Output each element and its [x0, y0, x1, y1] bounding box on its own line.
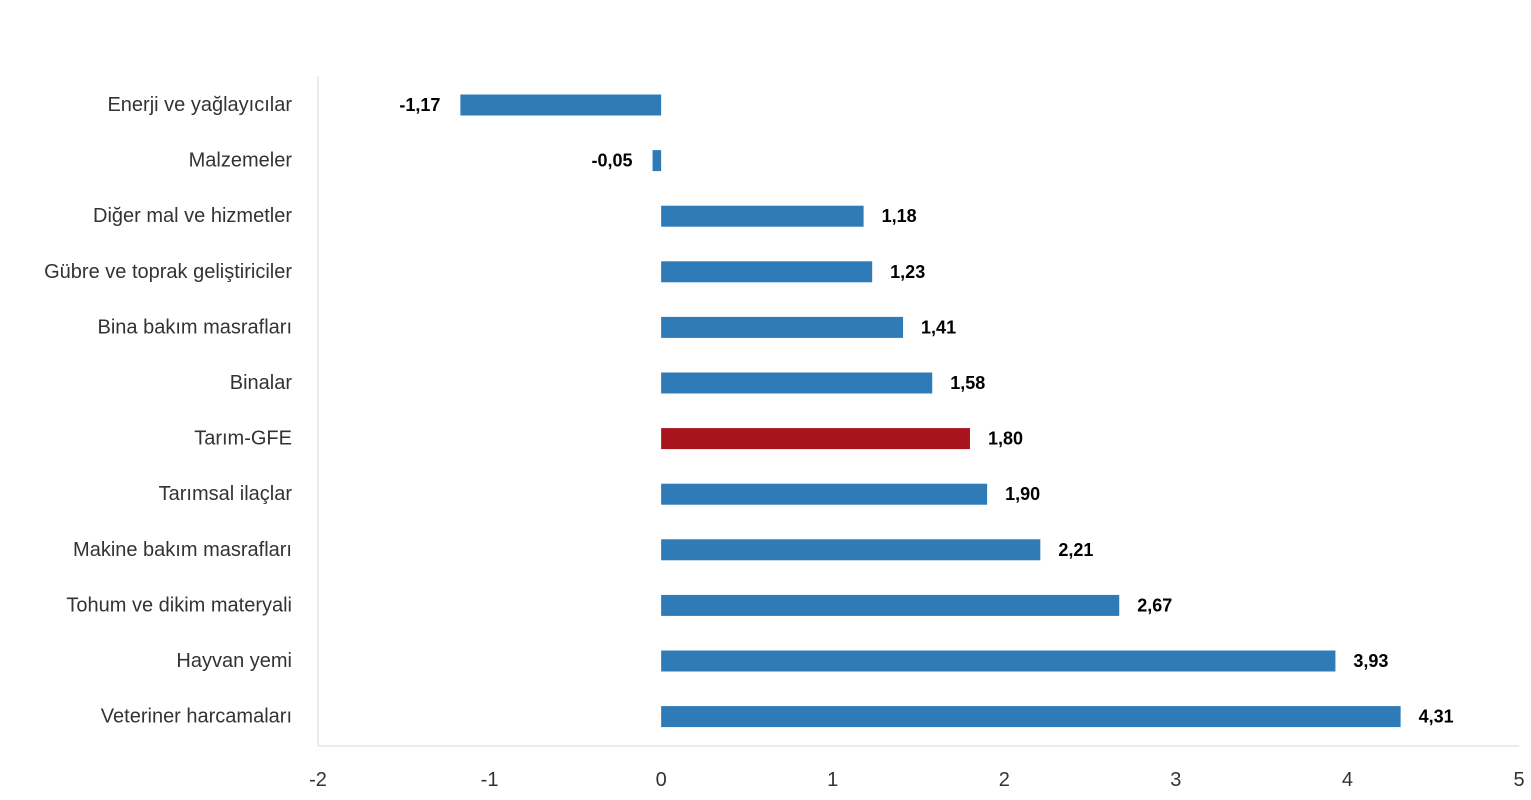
value-label: 1,18	[882, 206, 917, 226]
value-label: 1,23	[890, 262, 925, 282]
bar	[661, 205, 864, 227]
value-label: 1,80	[988, 429, 1023, 449]
value-label: 1,90	[1005, 484, 1040, 504]
value-label: 2,67	[1137, 595, 1172, 615]
value-label: -0,05	[592, 151, 633, 171]
value-labels: -1,17 -0,05 1,18 1,23 1,41 1,58 1,80 1,90 2,21 2,…	[399, 95, 1453, 727]
bar	[661, 594, 1120, 616]
bar	[661, 372, 933, 394]
x-tick-label: 5	[1513, 769, 1524, 791]
category-label: Enerji ve yağlayıcılar	[107, 94, 292, 116]
value-label: 2,21	[1058, 540, 1093, 560]
value-label: 3,93	[1353, 651, 1388, 671]
x-tick-labels: -2 -1 0 1 2 3 4 5	[309, 769, 1524, 791]
axes	[317, 76, 1519, 747]
value-label: 1,58	[950, 373, 985, 393]
category-label: Diğer mal ve hizmetler	[93, 205, 292, 227]
category-label: Malzemeler	[189, 150, 293, 172]
x-tick-label: 0	[656, 769, 667, 791]
category-label: Tarım-GFE	[194, 428, 292, 450]
x-tick-label: 4	[1342, 769, 1353, 791]
x-tick-label: 1	[827, 769, 838, 791]
category-label: Veteriner harcamaları	[101, 706, 292, 728]
bar	[652, 150, 662, 172]
category-label: Binalar	[230, 372, 293, 394]
bar	[661, 650, 1336, 672]
x-tick-label: -2	[309, 769, 327, 791]
bar	[661, 428, 970, 450]
bar	[460, 94, 662, 116]
category-label: Hayvan yemi	[176, 650, 292, 672]
bar	[661, 483, 988, 505]
value-label: -1,17	[399, 95, 440, 115]
bars	[460, 94, 1401, 728]
category-label: Gübre ve toprak geliştiriciler	[44, 261, 292, 283]
category-labels: Enerji ve yağlayıcılar Malzemeler Diğer ma…	[44, 94, 292, 728]
category-label: Bina bakım masrafları	[97, 316, 292, 338]
x-tick-label: 3	[1170, 769, 1181, 791]
bar	[661, 261, 873, 283]
bar	[661, 539, 1041, 561]
value-label: 4,31	[1419, 707, 1454, 727]
x-tick-label: -1	[481, 769, 499, 791]
category-label: Makine bakım masrafları	[73, 539, 292, 561]
x-tick-label: 2	[999, 769, 1010, 791]
category-label: Tarımsal ilaçlar	[159, 483, 293, 505]
bar	[661, 316, 904, 338]
bar	[661, 706, 1401, 728]
value-label: 1,41	[921, 317, 956, 337]
category-label: Tohum ve dikim materyali	[66, 594, 292, 616]
